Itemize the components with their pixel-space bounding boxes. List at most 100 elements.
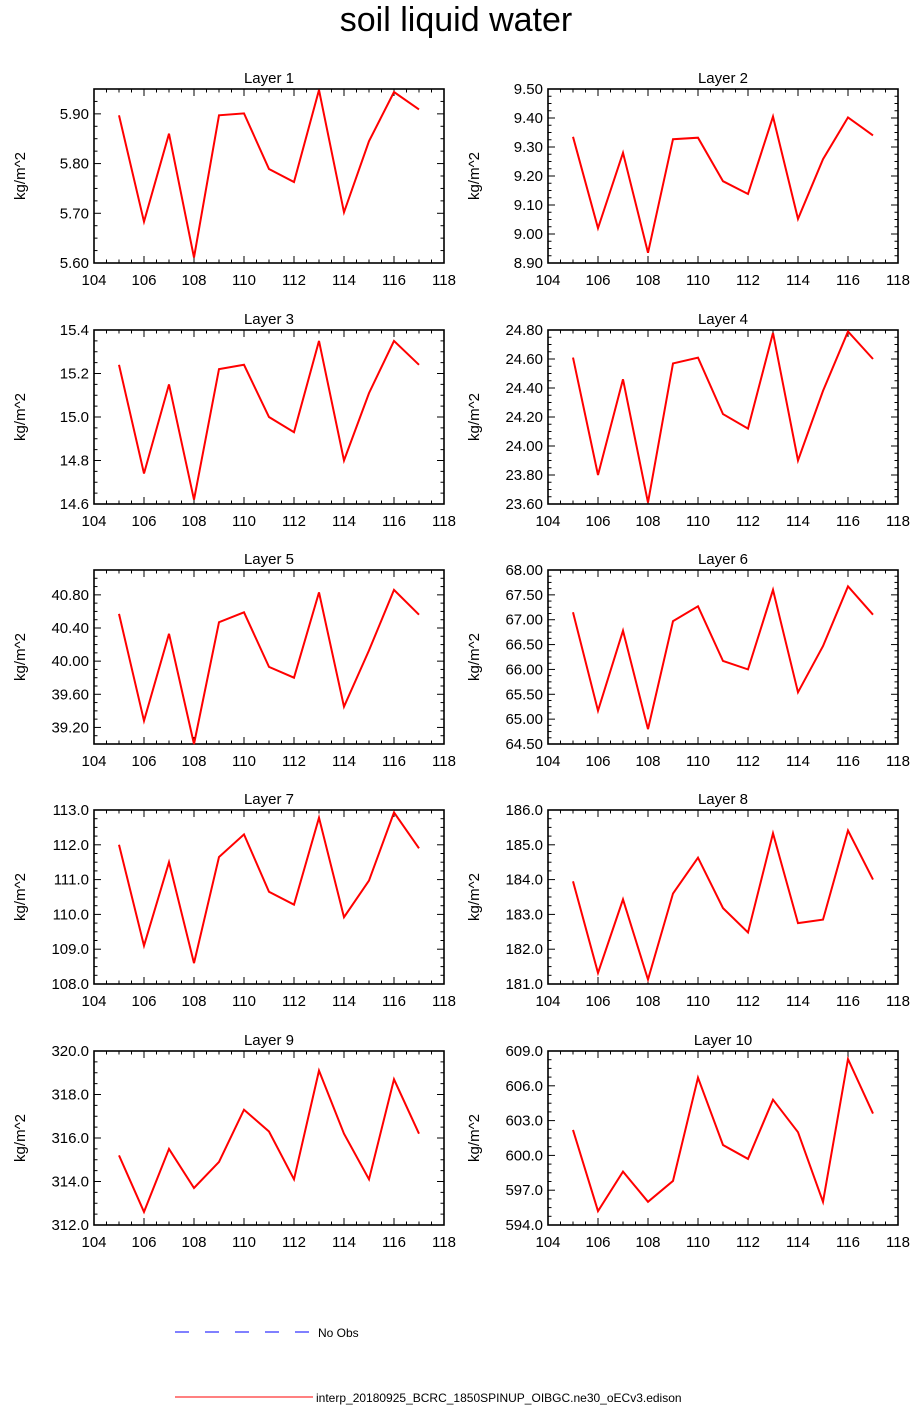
y-tick-label: 24.80 [505, 322, 543, 339]
panel-7: Layer 7 kg/m^2 104 106 108 110 112 114 116 118 108… [12, 791, 456, 1010]
series-line [572, 329, 874, 503]
y-tick-label: 24.60 [505, 351, 543, 368]
y-tick-label: 15.2 [60, 366, 89, 383]
y-tick-label: 112.0 [53, 837, 89, 854]
x-tick-label: 108 [181, 513, 206, 530]
y-tick-label: 110.0 [53, 906, 89, 923]
y-tick-label: 14.8 [60, 453, 89, 470]
x-tick-label: 116 [382, 1234, 406, 1251]
series-line [118, 588, 420, 745]
x-tick-label: 112 [736, 1234, 760, 1251]
chart-main-title: soil liquid water [339, 1, 573, 39]
y-tick-label: 109.0 [51, 941, 89, 958]
y-tick-label: 64.50 [505, 736, 543, 753]
y-tick-label: 24.20 [505, 409, 543, 426]
y-tick-label: 5.60 [60, 255, 89, 272]
x-tick-label: 118 [886, 1234, 910, 1251]
y-axis-label: kg/m^2 [466, 633, 483, 681]
x-tick-label: 108 [635, 993, 660, 1010]
y-tick-label: 65.50 [505, 686, 543, 703]
panel-frame [93, 809, 445, 985]
y-axis-label: kg/m^2 [466, 1114, 483, 1162]
y-axis-label: kg/m^2 [12, 873, 29, 921]
y-tick-label: 606.0 [505, 1078, 543, 1095]
y-tick-label: 23.80 [505, 467, 543, 484]
x-tick-label: 114 [332, 1234, 356, 1251]
panel-title: Layer 8 [698, 791, 748, 808]
x-tick-label: 116 [836, 272, 860, 289]
x-tick-label: 118 [432, 753, 456, 770]
x-tick-label: 108 [635, 1234, 660, 1251]
y-tick-label: 66.50 [505, 637, 543, 654]
x-tick-label: 112 [282, 272, 306, 289]
y-tick-label: 24.00 [505, 438, 543, 455]
panel-frame [547, 88, 899, 264]
panel-6: Layer 6 kg/m^2 104 106 108 110 112 114 116 118 64.… [466, 551, 910, 770]
x-tick-label: 110 [232, 753, 256, 770]
x-tick-label: 110 [686, 513, 710, 530]
panel-1: Layer 1 kg/m^2 104 106 108 110 112 114 116 118 5.6… [12, 70, 456, 289]
y-tick-label: 5.70 [60, 205, 89, 222]
y-tick-label: 39.20 [51, 719, 89, 736]
x-tick-label: 114 [332, 272, 356, 289]
x-tick-label: 114 [786, 753, 810, 770]
y-tick-label: 8.90 [514, 255, 543, 272]
y-tick-label: 183.0 [505, 906, 543, 923]
x-tick-label: 106 [131, 1234, 156, 1251]
series-line [118, 89, 420, 258]
y-tick-label: 316.0 [51, 1130, 89, 1147]
series-line [572, 584, 874, 730]
legend-obs-line [175, 1331, 315, 1333]
panel-title: Layer 6 [698, 551, 748, 568]
x-tick-label: 116 [382, 513, 406, 530]
y-tick-label: 594.0 [505, 1217, 543, 1234]
x-tick-label: 114 [786, 272, 810, 289]
x-tick-label: 116 [382, 993, 406, 1010]
x-tick-label: 106 [131, 753, 156, 770]
x-tick-label: 106 [585, 753, 610, 770]
series-line [118, 1067, 420, 1215]
x-tick-label: 116 [836, 753, 860, 770]
x-tick-label: 112 [736, 993, 760, 1010]
y-tick-label: 40.00 [51, 653, 89, 670]
y-tick-label: 9.50 [514, 81, 543, 98]
panel-4: Layer 4 kg/m^2 104 106 108 110 112 114 116 118 23.… [466, 311, 910, 530]
x-tick-label: 110 [232, 272, 256, 289]
y-tick-label: 24.40 [505, 380, 543, 397]
x-tick-label: 108 [181, 753, 206, 770]
x-tick-label: 106 [131, 993, 156, 1010]
y-tick-label: 39.60 [51, 686, 89, 703]
y-tick-label: 9.20 [514, 168, 543, 185]
x-tick-label: 110 [686, 272, 710, 289]
y-tick-label: 312.0 [51, 1217, 89, 1234]
x-tick-label: 114 [332, 513, 356, 530]
y-tick-label: 40.40 [51, 620, 89, 637]
x-tick-label: 108 [635, 513, 660, 530]
x-tick-label: 110 [232, 513, 256, 530]
x-tick-label: 112 [282, 753, 306, 770]
x-tick-label: 114 [332, 993, 356, 1010]
series-line [118, 810, 420, 964]
series-line [572, 1055, 874, 1214]
panel-frame [547, 569, 899, 745]
y-axis-label: kg/m^2 [466, 873, 483, 921]
panel-5: Layer 5 kg/m^2 104 106 108 110 112 114 116 118 39.… [12, 551, 456, 770]
x-tick-label: 104 [535, 993, 560, 1010]
y-tick-label: 15.0 [60, 409, 89, 426]
x-tick-label: 104 [535, 1234, 560, 1251]
y-tick-label: 66.00 [505, 661, 543, 678]
panel-frame [93, 88, 445, 264]
x-tick-label: 118 [886, 753, 910, 770]
y-axis-label: kg/m^2 [466, 393, 483, 441]
y-tick-label: 314.0 [51, 1174, 89, 1191]
y-tick-label: 182.0 [505, 941, 543, 958]
x-tick-label: 108 [181, 272, 206, 289]
series-line [572, 112, 874, 254]
x-tick-label: 106 [131, 513, 156, 530]
panel-title: Layer 5 [244, 551, 294, 568]
x-tick-label: 116 [836, 1234, 860, 1251]
y-tick-label: 181.0 [505, 976, 543, 993]
y-tick-label: 9.30 [514, 139, 543, 156]
x-tick-label: 118 [432, 993, 456, 1010]
